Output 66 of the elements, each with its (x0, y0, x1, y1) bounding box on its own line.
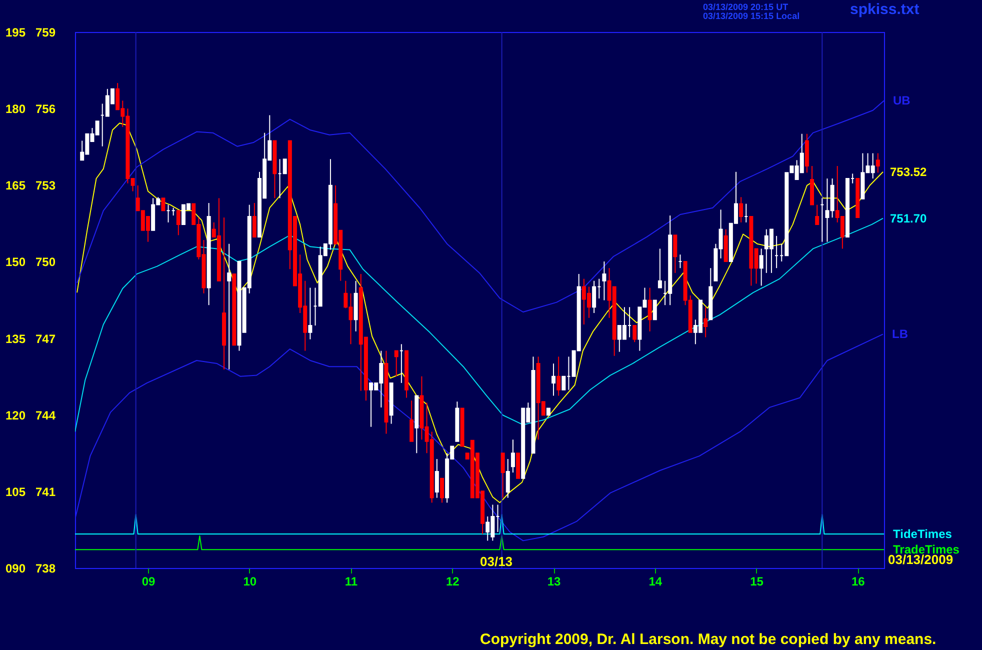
y2-tick-label: 135 (5, 332, 26, 346)
y2-tick-label: 105 (5, 484, 26, 499)
candlestick (161, 198, 166, 212)
candlestick (440, 478, 444, 504)
x-tick-label: 13 (547, 574, 561, 588)
candlestick (556, 356, 561, 396)
annotation: 03/13 (480, 554, 513, 569)
series-label: UB (893, 94, 911, 108)
x-tick-label: 11 (344, 574, 358, 588)
y2-tick-label: 120 (5, 408, 26, 422)
y2-tick-label: 150 (5, 255, 26, 270)
candlestick (500, 452, 505, 498)
candlestick (876, 152, 880, 174)
candlestick (506, 458, 510, 498)
candlestick (673, 234, 678, 274)
y-tick-label: 741 (35, 484, 56, 499)
candlestick (759, 248, 764, 286)
y2-tick-label: 195 (5, 26, 26, 40)
text: 03/13/2009 20:15 UT (703, 2, 788, 12)
candlestick (308, 287, 312, 340)
candlestick (282, 158, 287, 174)
x-tick-label: 15 (750, 574, 764, 588)
y2-tick-label: 180 (5, 102, 26, 116)
candlestick (227, 243, 232, 370)
candlestick (739, 196, 744, 223)
x-tick-label: 14 (648, 574, 662, 588)
y-tick-label: 738 (35, 562, 56, 576)
x-tick-label: 10 (243, 574, 257, 588)
text: 03/13/2009 15:15 Local (703, 11, 800, 21)
candlestick (632, 325, 637, 343)
annotation: 751.70 (890, 211, 928, 226)
candlestick (434, 458, 439, 498)
candlestick (658, 248, 662, 288)
y-tick-label: 747 (35, 332, 56, 346)
candlestick (652, 300, 657, 320)
y2-tick-label: 165 (5, 178, 26, 193)
x-tick-label: 16 (851, 574, 866, 588)
candlestick (562, 376, 566, 390)
candlestick (648, 287, 652, 332)
y-tick-label: 744 (35, 408, 56, 422)
y2-tick-label: 090 (5, 562, 26, 576)
candlestick (510, 439, 515, 474)
candlestick (552, 363, 556, 396)
y-tick-label: 753 (35, 178, 56, 193)
line-series (75, 218, 884, 432)
candlestick (602, 260, 606, 301)
candlestick (704, 306, 708, 338)
y-tick-label: 756 (35, 102, 56, 116)
candlestick (592, 280, 596, 314)
x-tick-label: 09 (142, 574, 156, 588)
y-tick-label: 750 (35, 255, 56, 270)
candlestick (815, 204, 820, 225)
annotation: 753.52 (890, 164, 928, 179)
line-series (76, 100, 884, 312)
text: spkiss.txt (850, 1, 920, 18)
y-tick-label: 759 (35, 26, 56, 40)
candlestick (252, 202, 256, 238)
candlestick (394, 350, 398, 377)
candlestick (176, 210, 180, 236)
candlestick (410, 400, 414, 442)
series-label: LB (892, 327, 908, 342)
series-label: TideTimes (893, 527, 952, 542)
line-series (76, 122, 884, 504)
text: Copyright 2009, Dr. Al Larson. May not be copied by any means. (480, 631, 936, 648)
x-tick-label: 12 (446, 574, 460, 588)
line-series (75, 334, 884, 542)
